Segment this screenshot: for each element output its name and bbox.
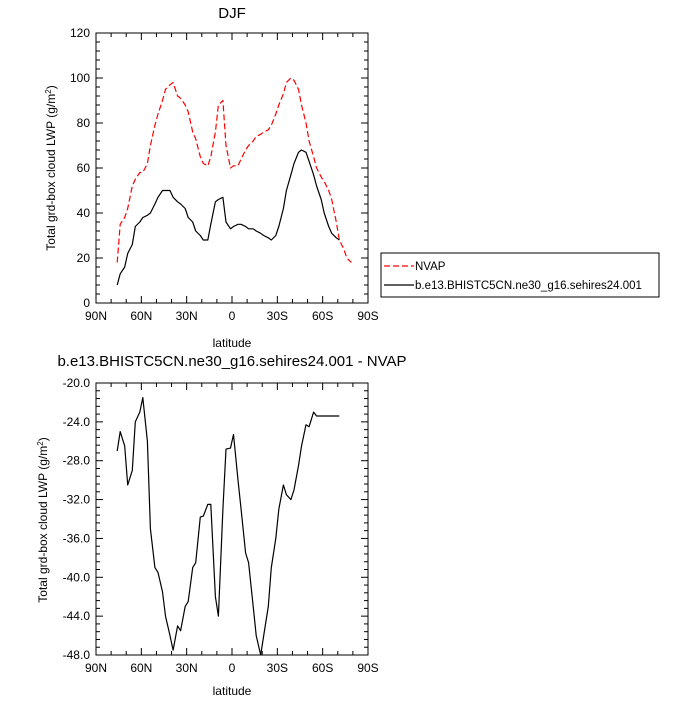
bottom-y-tick-label: -32.0 [63,493,91,507]
top-y-tick-label: 40 [77,206,91,220]
bottom-x-tick-label: 90S [357,661,378,675]
legend-entry-nvap: NVAP [415,261,446,273]
bottom-x-tick-label: 30S [267,661,288,675]
bottom-series-group [116,397,340,656]
legend-box [380,252,660,298]
bottom-x-tick-label: 90N [85,661,107,675]
bottom-y-tick-label: -36.0 [63,531,91,545]
top-series-line-0 [116,77,352,263]
bottom-series-line-0 [116,397,340,656]
bottom-x-tick-label: 0 [229,661,236,675]
bottom-y-axis-label-main: Total grd-box cloud LWP (g/m [36,446,50,603]
top-y-tick-label: 60 [77,161,91,175]
bottom-y-tick-label: -24.0 [63,415,91,429]
legend: NVAP b.e13.BHISTC5CN.ne30_g16.sehires24.… [380,252,660,298]
top-y-axis-label-tail: ) [44,85,58,89]
top-y-tick-label: 120 [70,26,90,40]
top-x-tick-label: 0 [229,309,236,323]
top-x-tick-label: 90S [357,309,378,323]
top-y-tick-label: 20 [77,251,91,265]
bottom-x-tick-label: 60S [312,661,333,675]
top-y-tick-label: 100 [70,71,90,85]
top-axes: 90N 60N 30N 0 30S 60S 90S 0 20 40 60 80 100 120 [70,26,379,323]
top-y-tick-label: 80 [77,116,91,130]
top-y-axis-label-main: Total grd-box cloud LWP (g/m [44,94,58,251]
bottom-y-tick-label: -40.0 [63,570,91,584]
top-y-tick-label: 0 [83,296,90,310]
top-series-line-1 [116,149,340,286]
top-x-tick-label: 30S [267,309,288,323]
top-series-group [116,77,352,286]
top-y-axis-label-sup: 2 [44,89,53,94]
bottom-x-tick-label: 30N [176,661,198,675]
bottom-y-axis-label-tail: ) [36,437,50,441]
bottom-y-tick-label: -28.0 [63,454,91,468]
chart-top: 90N 60N 30N 0 30S 60S 90S 0 20 40 60 80 100 120 DJF l… [44,5,660,350]
top-y-axis-label: Total grd-box cloud LWP (g/m2) [44,85,59,250]
bottom-y-axis-label-sup: 2 [36,441,45,446]
bottom-x-tick-label: 60N [130,661,152,675]
bottom-y-tick-label: -48.0 [63,648,91,662]
top-chart-title: DJF [218,5,246,22]
top-x-tick-label: 30N [176,309,198,323]
legend-entry-model: b.e13.BHISTC5CN.ne30_g16.sehires24.001 [415,280,642,292]
bottom-y-axis-label: Total grd-box cloud LWP (g/m2) [36,437,51,602]
bottom-axes: 90N 60N 30N 0 30S 60S 90S -48.0 -44.0 -40.0 -36.0 -… [63,376,379,675]
top-x-tick-label: 60S [312,309,333,323]
top-x-axis-label: latitude [213,336,252,350]
bottom-y-tick-label: -44.0 [63,609,91,623]
top-x-tick-label: 60N [130,309,152,323]
bottom-y-tick-label: -20.0 [63,376,91,390]
top-x-tick-label: 90N [85,309,107,323]
bottom-x-axis-label: latitude [213,684,252,698]
chart-bottom: 90N 60N 30N 0 30S 60S 90S -48.0 -44.0 -40.0 -36.0 -… [36,353,407,698]
bottom-chart-title: b.e13.BHISTC5CN.ne30_g16.sehires24.001 -… [57,353,406,370]
